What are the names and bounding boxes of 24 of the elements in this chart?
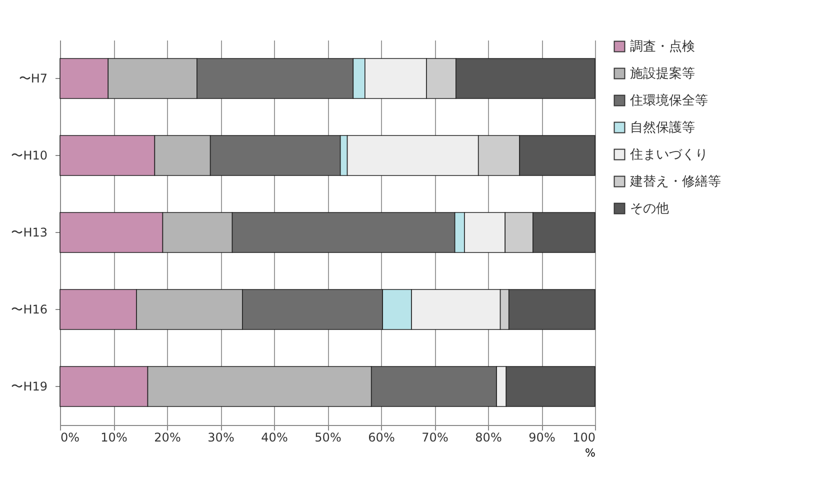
y-tick-label: 〜H7 — [18, 72, 48, 86]
y-tick-label: 〜H10 — [11, 148, 48, 162]
legend-label: 住環境保全等 — [629, 92, 708, 108]
legend-label: 施設提案等 — [630, 66, 695, 82]
x-tick-label: 20% — [154, 430, 181, 444]
y-tick-label: 〜H19 — [11, 380, 48, 394]
x-tick-label: 0% — [60, 430, 80, 444]
x-tick-label: 90% — [528, 430, 556, 444]
y-tick-label: 〜H16 — [11, 302, 48, 316]
legend-label: 住まいづくり — [629, 148, 708, 162]
legend-label: その他 — [630, 202, 669, 216]
legend-label: 調査・点検 — [630, 40, 695, 54]
x-axis-title: % — [585, 446, 596, 460]
x-tick-label: 70% — [422, 430, 448, 444]
x-tick-label: 40% — [261, 430, 288, 444]
x-tick-label: 80% — [475, 430, 502, 444]
legend-label: 建替え・修繕等 — [629, 174, 721, 190]
x-tick-label: 10% — [100, 430, 128, 444]
legend-label: 自然保護等 — [630, 120, 695, 136]
x-tick-label: 50% — [314, 430, 342, 444]
x-tick-label: 30% — [208, 430, 234, 444]
x-tick-label: 60% — [368, 430, 395, 444]
y-tick-label: 〜H13 — [11, 226, 48, 240]
x-tick-label: 100 — [572, 430, 596, 444]
